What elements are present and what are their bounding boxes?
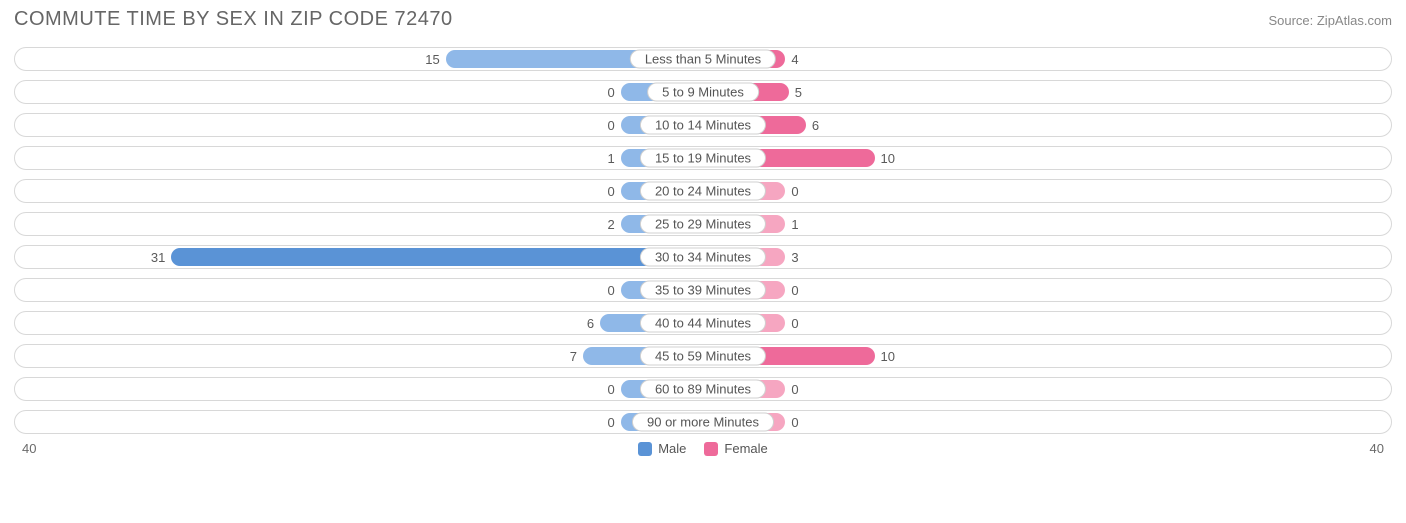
male-value: 31 [131,248,171,266]
female-value: 4 [785,50,825,68]
chart-row: 0 6 10 to 14 Minutes [14,113,1392,137]
chart-row: 0 5 5 to 9 Minutes [14,80,1392,104]
chart-row: 0 0 20 to 24 Minutes [14,179,1392,203]
chart-row: 0 0 35 to 39 Minutes [14,278,1392,302]
legend-swatch-male [638,442,652,456]
category-label: 25 to 29 Minutes [640,215,766,234]
male-value: 7 [543,347,583,365]
chart-header: COMMUTE TIME BY SEX IN ZIP CODE 72470 So… [0,0,1406,37]
category-label: 15 to 19 Minutes [640,149,766,168]
axis-max-left: 40 [22,441,36,456]
female-value: 10 [875,149,915,167]
male-value: 2 [581,215,621,233]
chart-footer: 40 Male Female 40 [0,441,1406,456]
legend-swatch-female [704,442,718,456]
category-label: Less than 5 Minutes [630,50,776,69]
chart-row: 31 3 30 to 34 Minutes [14,245,1392,269]
female-value: 10 [875,347,915,365]
male-value: 6 [560,314,600,332]
female-value: 3 [785,248,825,266]
category-label: 10 to 14 Minutes [640,116,766,135]
female-value: 0 [785,314,825,332]
legend: Male Female [638,441,768,456]
chart-row: 0 0 60 to 89 Minutes [14,377,1392,401]
chart-row: 7 10 45 to 59 Minutes [14,344,1392,368]
category-label: 90 or more Minutes [632,413,774,432]
category-label: 40 to 44 Minutes [640,314,766,333]
male-value: 0 [581,116,621,134]
chart-source: Source: ZipAtlas.com [1268,13,1392,28]
female-value: 0 [785,380,825,398]
male-value: 0 [581,413,621,431]
chart-row: 0 0 90 or more Minutes [14,410,1392,434]
category-label: 35 to 39 Minutes [640,281,766,300]
female-value: 0 [785,413,825,431]
axis-max-right: 40 [1370,441,1384,456]
legend-item-male: Male [638,441,686,456]
male-value: 0 [581,83,621,101]
female-value: 0 [785,281,825,299]
male-value: 0 [581,182,621,200]
legend-label-female: Female [724,441,767,456]
diverging-bar-chart: 154Less than 5 Minutes055 to 9 Minutes06… [0,37,1406,434]
category-label: 60 to 89 Minutes [640,380,766,399]
female-value: 5 [789,83,829,101]
female-value: 0 [785,182,825,200]
chart-row: 15 4 Less than 5 Minutes [14,47,1392,71]
category-label: 20 to 24 Minutes [640,182,766,201]
male-value: 1 [581,149,621,167]
male-value: 0 [581,380,621,398]
male-value: 0 [581,281,621,299]
category-label: 5 to 9 Minutes [647,83,759,102]
category-label: 45 to 59 Minutes [640,347,766,366]
female-value: 1 [785,215,825,233]
chart-row: 1 10 15 to 19 Minutes [14,146,1392,170]
male-bar [171,248,703,266]
chart-row: 2 1 25 to 29 Minutes [14,212,1392,236]
chart-title: COMMUTE TIME BY SEX IN ZIP CODE 72470 [14,8,453,31]
chart-row: 6 0 40 to 44 Minutes [14,311,1392,335]
male-value: 15 [406,50,446,68]
category-label: 30 to 34 Minutes [640,248,766,267]
female-value: 6 [806,116,846,134]
legend-label-male: Male [658,441,686,456]
legend-item-female: Female [704,441,767,456]
